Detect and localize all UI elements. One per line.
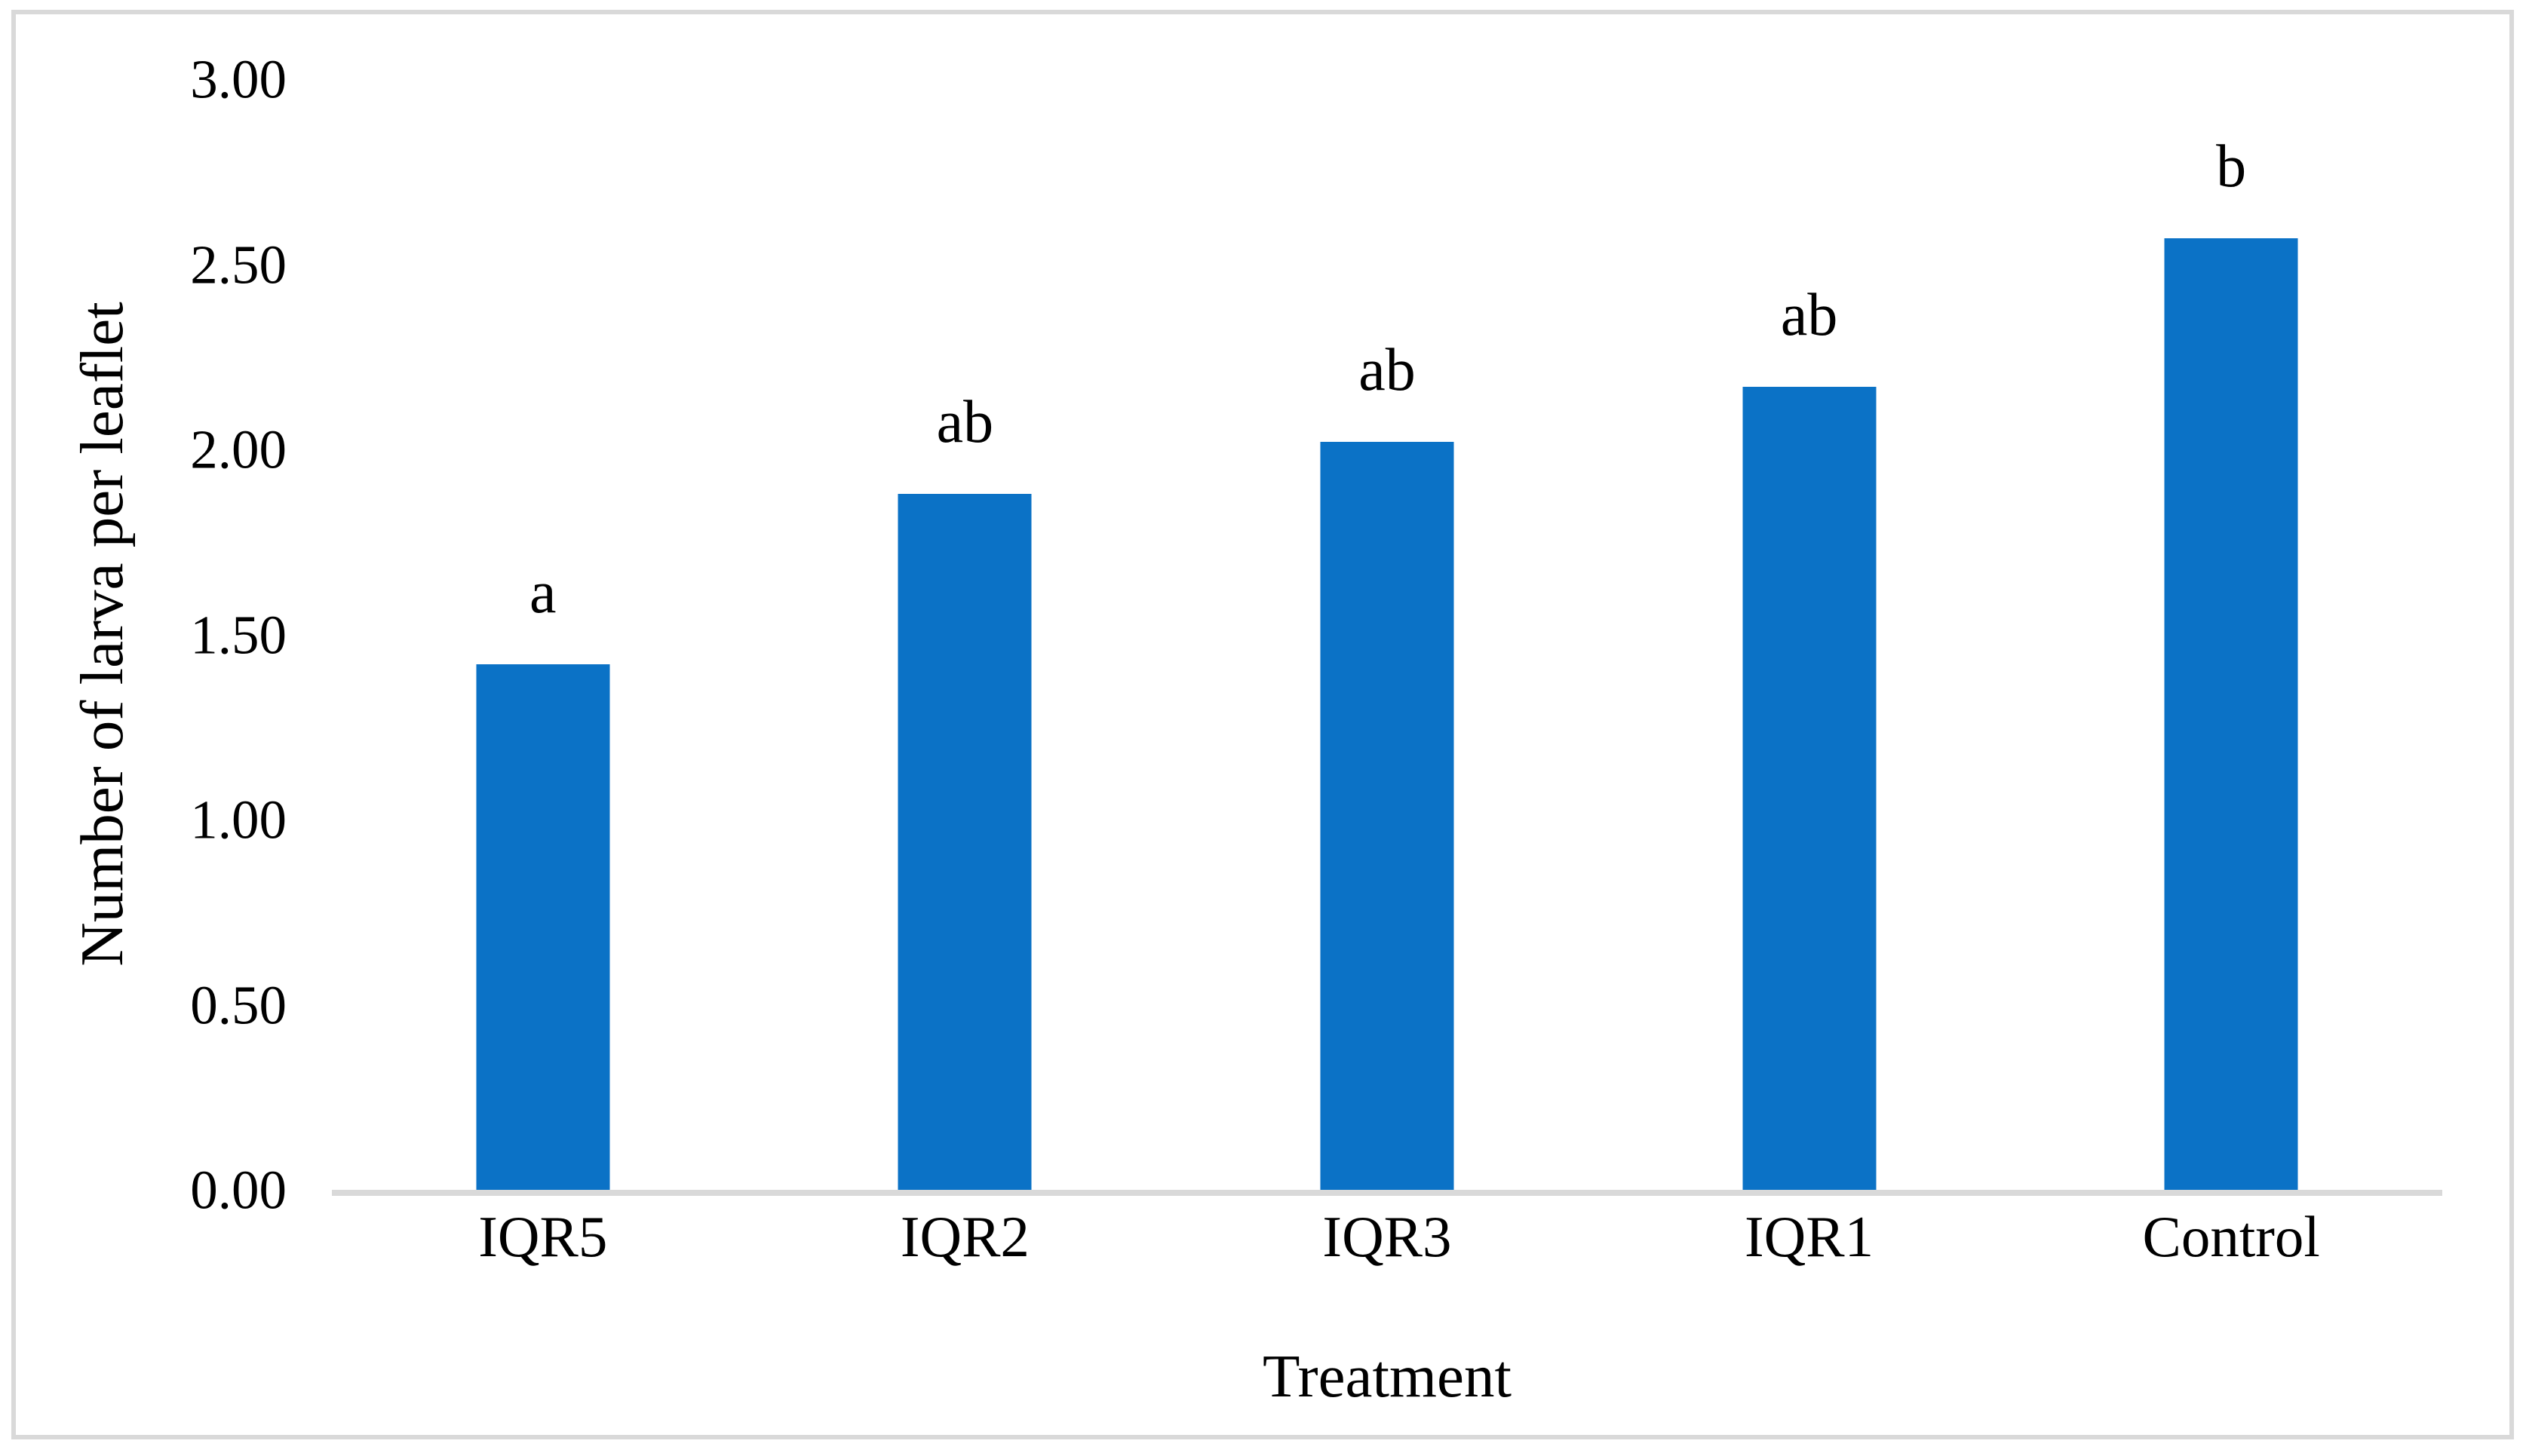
bar-iqr3 <box>1320 442 1454 1190</box>
y-tick-label: 2.50 <box>190 234 287 295</box>
significance-letter: ab <box>1358 337 1416 404</box>
significance-letter: b <box>2216 133 2247 201</box>
x-tick-label-iqr1: IQR1 <box>1745 1204 1874 1269</box>
x-tick-label-iqr2: IQR2 <box>900 1204 1030 1269</box>
significance-letter: ab <box>936 388 994 455</box>
figure-border <box>11 10 2514 1439</box>
significance-letter: a <box>529 559 557 626</box>
bar-iqr2 <box>898 493 1032 1190</box>
bar-iqr1 <box>1742 386 1877 1190</box>
bar-group-iqr5: a <box>332 79 754 1190</box>
bar-group-iqr2: ab <box>754 79 1177 1190</box>
bar-group-control: b <box>2020 79 2442 1190</box>
x-tick-label-iqr3: IQR3 <box>1322 1204 1452 1269</box>
y-tick-label: 1.00 <box>190 789 287 851</box>
x-axis-tick-labels: IQR5 IQR2 IQR3 IQR1 Control <box>332 1199 2442 1274</box>
plot-area: a ab ab ab b <box>332 79 2442 1190</box>
y-tick-label: 0.00 <box>190 1159 287 1221</box>
bar-control <box>2164 238 2298 1190</box>
y-tick-label: 2.00 <box>190 418 287 480</box>
significance-letter: ab <box>1780 281 1838 348</box>
bar-iqr5 <box>476 664 610 1190</box>
bar-group-iqr3: ab <box>1176 79 1598 1190</box>
y-tick-label: 3.00 <box>190 48 287 110</box>
y-tick-label: 1.50 <box>190 604 287 665</box>
x-axis-title: Treatment <box>1263 1342 1512 1410</box>
x-axis-line <box>332 1190 2442 1196</box>
bar-group-iqr1: ab <box>1598 79 2021 1190</box>
x-tick-label-control: Control <box>2142 1204 2320 1269</box>
x-tick-label-iqr5: IQR5 <box>478 1204 608 1269</box>
y-tick-label: 0.50 <box>190 974 287 1035</box>
y-axis-tick-labels: 3.00 2.50 2.00 1.50 1.00 0.50 0.00 <box>0 52 287 1218</box>
